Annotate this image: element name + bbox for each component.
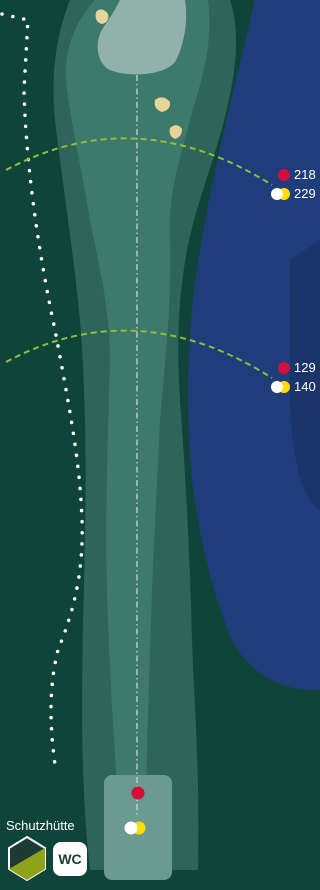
wc-badge: WC [53, 842, 87, 876]
distance-red-1: 218 [294, 167, 316, 182]
shelter-hexagon-icon [8, 835, 46, 882]
bunker-icon [169, 125, 182, 139]
distance-arc [5, 137, 273, 186]
bunker-icon [154, 97, 171, 112]
distance-red-2: 129 [294, 360, 316, 375]
deep-water [290, 240, 320, 510]
out-of-bounds-line [0, 12, 84, 774]
white-tee-position [124, 821, 138, 835]
white-tee-marker [271, 381, 283, 393]
bunker-icon [95, 9, 109, 24]
distance-arc [5, 329, 273, 379]
shelter-label: Schutzhütte [6, 818, 75, 833]
distance-white-yellow-2: 140 [294, 379, 316, 394]
red-tee-position [131, 786, 145, 800]
distance-white-yellow-1: 229 [294, 186, 316, 201]
green [97, 0, 187, 75]
red-tee-marker [278, 169, 290, 181]
red-tee-marker [278, 362, 290, 374]
white-tee-marker [271, 188, 283, 200]
